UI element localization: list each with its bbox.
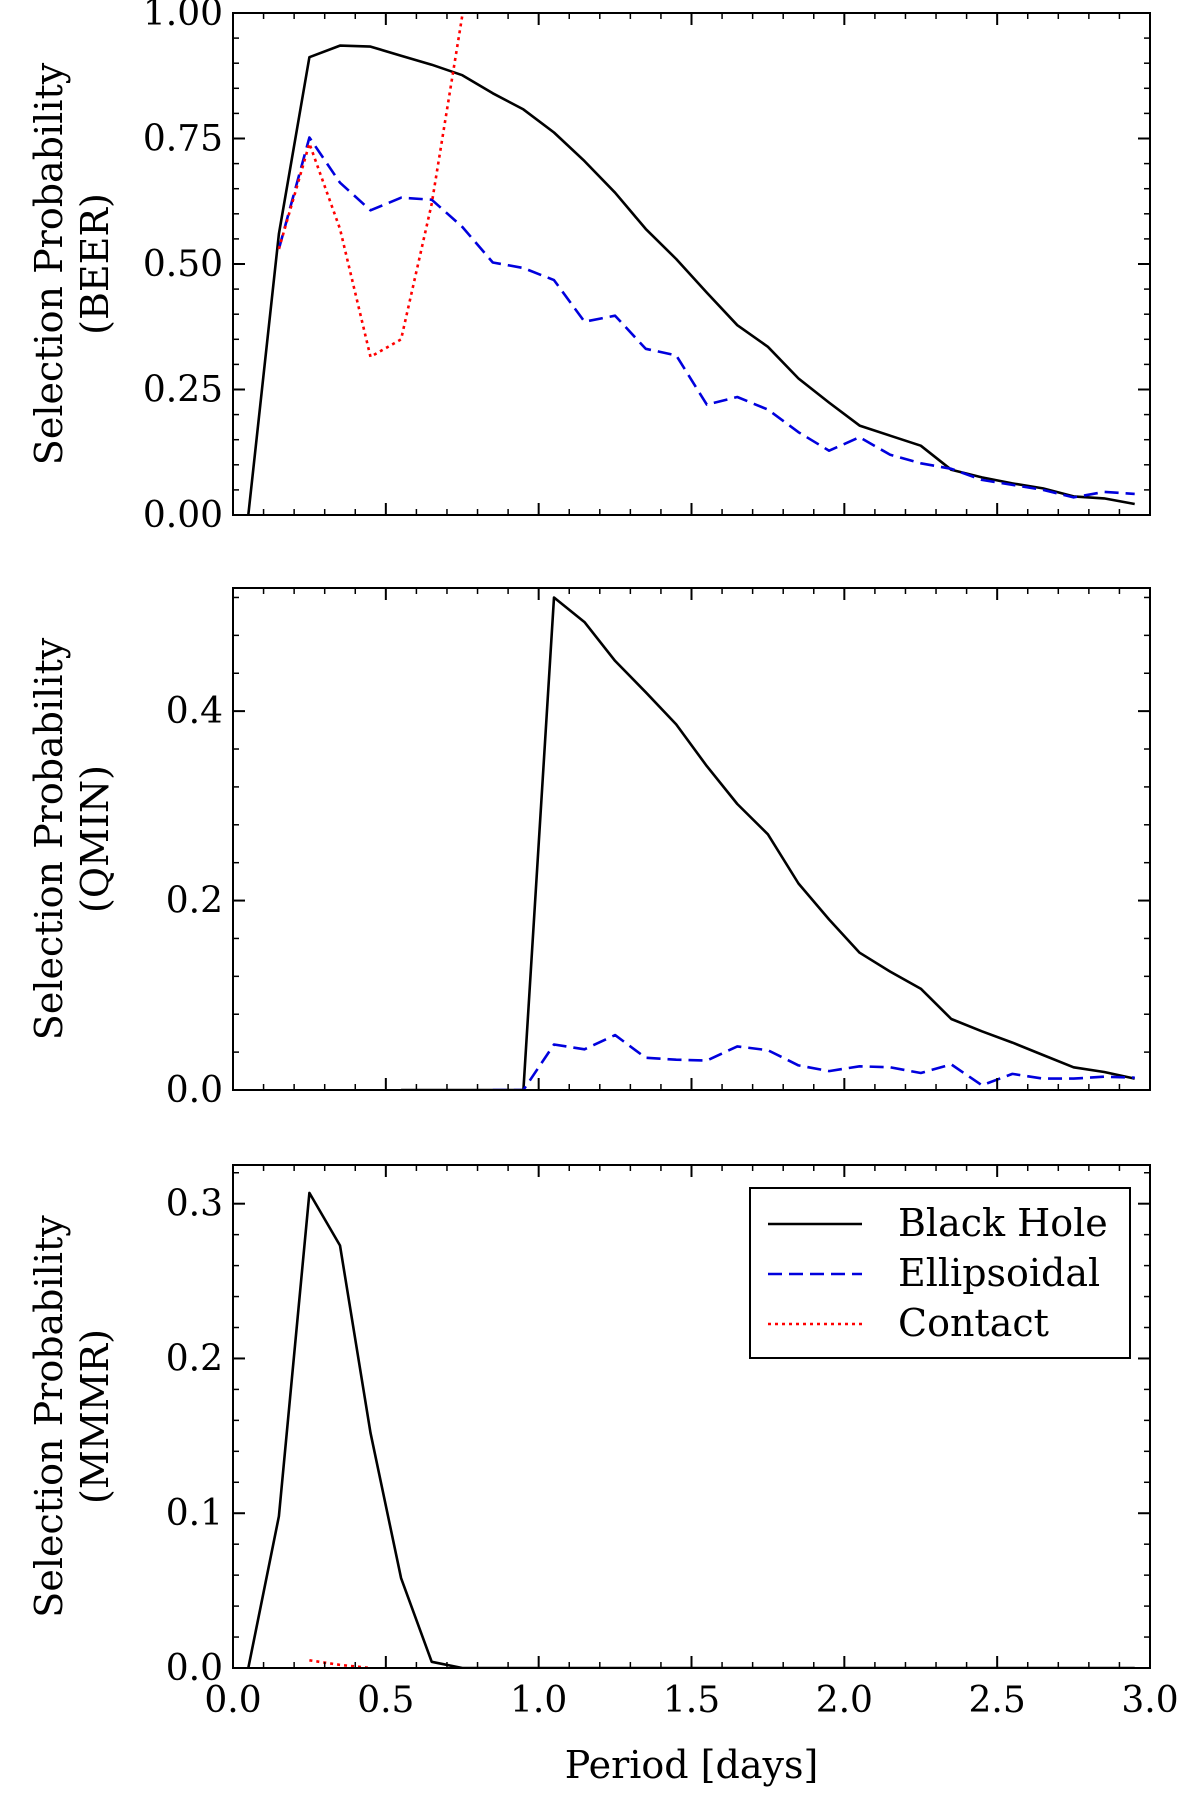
legend-label: Contact [898, 1301, 1049, 1345]
y-tick-label: 0.0 [166, 1648, 223, 1689]
series-line-contact [309, 1659, 371, 1668]
series-line-black-hole [247, 44, 1135, 515]
y-axis-label-subtitle: (BEER) [73, 193, 117, 335]
x-tick-label: 2.0 [816, 1680, 873, 1721]
y-tick-label: 1.00 [143, 0, 223, 34]
series-line-ellipsoidal [492, 1033, 1135, 1090]
legend-label: Ellipsoidal [898, 1251, 1100, 1295]
legend: Black Hole Ellipsoidal Contact [749, 1187, 1131, 1359]
y-tick-label: 0.75 [143, 119, 223, 160]
y-axis-label: Selection Probability [27, 637, 71, 1040]
y-tick-label: 0.50 [143, 244, 223, 285]
y-axis-label-subtitle: (MMMR) [73, 1329, 117, 1504]
x-axis-label: Period [days] [565, 1743, 819, 1787]
y-tick-label: 0.0 [166, 1070, 223, 1111]
y-axis-label: Selection Probability [27, 1215, 71, 1618]
panel-3: 0.0 0.5 1.0 1.5 2.0 2.5 3.0 0.0 0.1 0.2 0.3 Selecti… [27, 1164, 1179, 1787]
x-tick-label: 0.0 [204, 1680, 261, 1721]
x-tick-label: 1.5 [663, 1680, 720, 1721]
legend-label: Black Hole [898, 1201, 1108, 1245]
panel-1: 0.00 0.25 0.50 0.75 1.00 Selection Probabilit… [27, 0, 1151, 536]
x-tick-label: 0.5 [357, 1680, 414, 1721]
series-line-black-hole [247, 1191, 1135, 1668]
y-tick-label: 0.2 [166, 1338, 223, 1379]
y-tick-label: 0.2 [166, 881, 223, 922]
y-axis-label-subtitle: (QMIN) [73, 765, 117, 913]
x-tick-label: 2.5 [969, 1680, 1026, 1721]
y-axis-label: Selection Probability [27, 62, 71, 465]
series-line-ellipsoidal [277, 136, 1135, 499]
y-tick-label: 0.00 [143, 495, 223, 536]
x-tick-label: 1.0 [510, 1680, 567, 1721]
y-tick-label: 0.3 [166, 1184, 223, 1225]
x-tick-label: 3.0 [1121, 1680, 1178, 1721]
y-tick-label: 0.25 [143, 370, 223, 411]
series-line-black-hole [401, 596, 1135, 1090]
y-tick-label: 0.1 [166, 1493, 223, 1534]
series-line-contact [277, 15, 464, 359]
y-tick-label: 0.4 [166, 691, 223, 732]
panel-2: 0.0 0.2 0.4 Selection Probability (QMIN) [27, 587, 1151, 1111]
